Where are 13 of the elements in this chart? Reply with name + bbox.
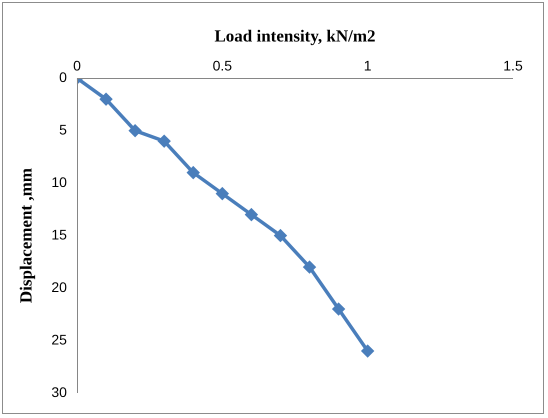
x-tick-label: 0.5: [212, 58, 232, 74]
y-tick-label: 0: [59, 69, 68, 86]
y-tick-label: 5: [59, 122, 68, 138]
y-tick-label: 10: [51, 174, 68, 190]
x-tick-label: 0: [73, 58, 82, 74]
y-tick-label: 25: [51, 331, 68, 348]
y-tick-label: 15: [51, 226, 68, 242]
x-tick-label: 1: [364, 58, 372, 74]
x-axis-title: Load intensity, kN/m2: [214, 26, 376, 46]
y-axis-title: Displacement ,mm: [16, 168, 36, 304]
y-tick-label: 30: [51, 384, 68, 400]
y-tick-label: 20: [51, 278, 68, 295]
x-tick-label: 1.5: [503, 58, 523, 74]
